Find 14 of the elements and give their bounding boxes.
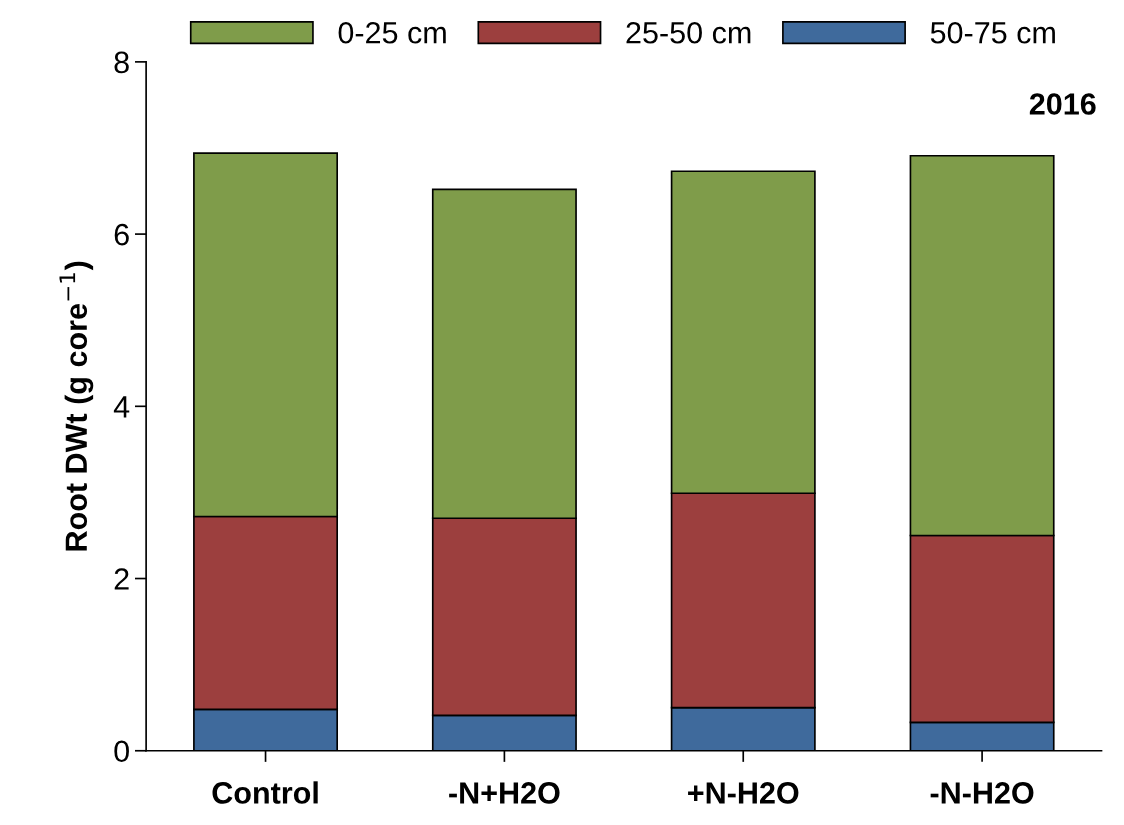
legend-label: 50-75 cm — [930, 21, 1055, 44]
y-tick-label: 2 — [114, 568, 129, 590]
x-tick-label: -N+H2O — [449, 782, 560, 804]
y-tick-label: 0 — [114, 740, 129, 763]
x-tick-label: Control — [212, 781, 318, 804]
legend-label: 0-25 cm — [338, 21, 446, 44]
annotation: 2016 — [1029, 93, 1096, 115]
y-tick-label: 6 — [114, 223, 129, 246]
y-tick-label: 8 — [114, 51, 129, 74]
y-tick-label: 4 — [113, 396, 130, 418]
x-tick-label: +N-H2O — [688, 782, 799, 804]
y-axis-title: Root DWt (g core$^{−1}$) — [59, 261, 94, 551]
legend-label: 25-50 cm — [626, 21, 751, 44]
x-tick-label: -N-H2O — [930, 782, 1034, 804]
